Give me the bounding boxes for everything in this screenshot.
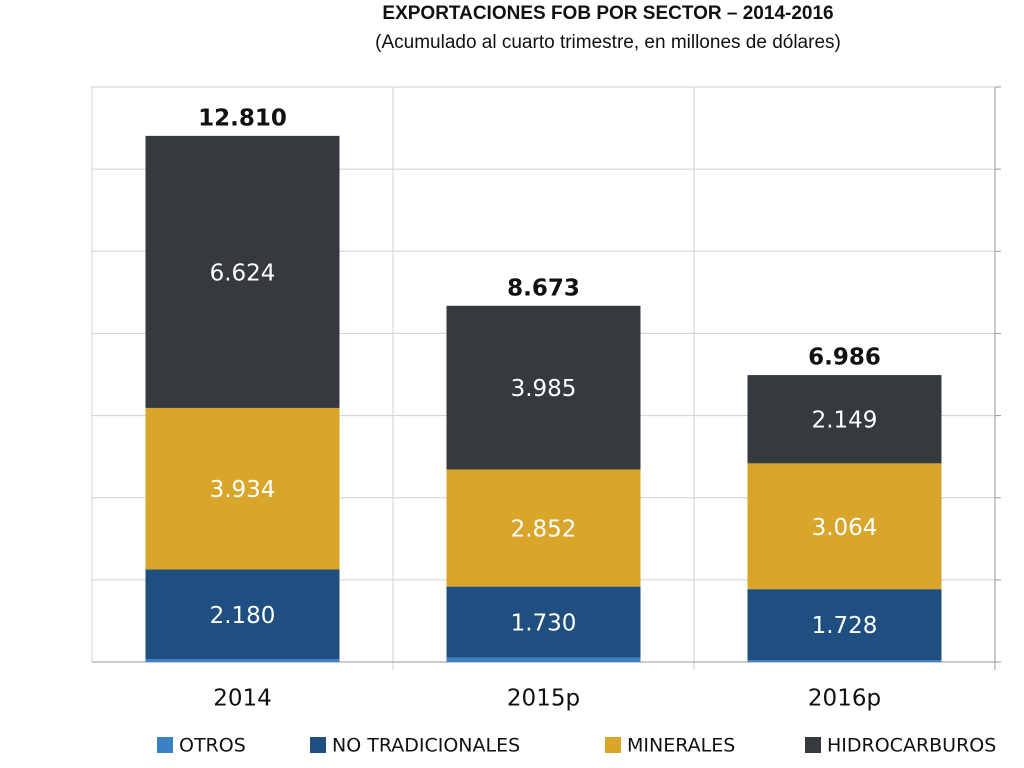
segment-label: 6.624	[210, 260, 276, 286]
chart-title: EXPORTACIONES FOB POR SECTOR – 2014-2016	[382, 3, 833, 24]
legend-swatch	[310, 737, 326, 753]
x-tick-label: 2015p	[507, 686, 580, 712]
segment-label: 2.180	[210, 603, 276, 629]
segment-label: 3.985	[511, 376, 577, 402]
legend-label: MINERALES	[627, 735, 735, 757]
x-tick-label: 2014	[213, 686, 272, 712]
legend-label: HIDROCARBUROS	[827, 735, 996, 757]
x-tick-label: 2016p	[808, 686, 881, 712]
bar-segment	[145, 407, 340, 570]
bar-segment	[747, 463, 942, 590]
bar-segment	[446, 469, 641, 587]
bar-segment	[446, 657, 641, 662]
segment-label: 2.149	[812, 408, 878, 434]
legend-swatch	[605, 737, 621, 753]
bar-segment	[446, 305, 641, 470]
total-label: 12.810	[198, 105, 287, 131]
chart-subtitle: (Acumulado al cuarto trimestre, en millo…	[375, 32, 841, 53]
bar-segment	[145, 569, 340, 660]
legend-swatch	[805, 737, 821, 753]
legend-label: OTROS	[179, 735, 246, 757]
bar-segment	[747, 589, 942, 661]
bar-segment	[145, 135, 340, 408]
bar-segment	[145, 659, 340, 662]
segment-label: 3.934	[210, 477, 276, 503]
segment-label: 1.730	[511, 611, 577, 637]
legend-label: NO TRADICIONALES	[332, 735, 520, 757]
segment-label: 2.852	[511, 517, 577, 543]
segment-label: 1.728	[812, 613, 878, 639]
segment-label: 3.064	[812, 515, 878, 541]
legend-swatch	[157, 737, 173, 753]
bar-segment	[446, 586, 641, 658]
bar-segment	[747, 660, 942, 662]
bar-segment	[747, 375, 942, 464]
total-label: 8.673	[507, 275, 580, 301]
total-label: 6.986	[808, 345, 881, 371]
